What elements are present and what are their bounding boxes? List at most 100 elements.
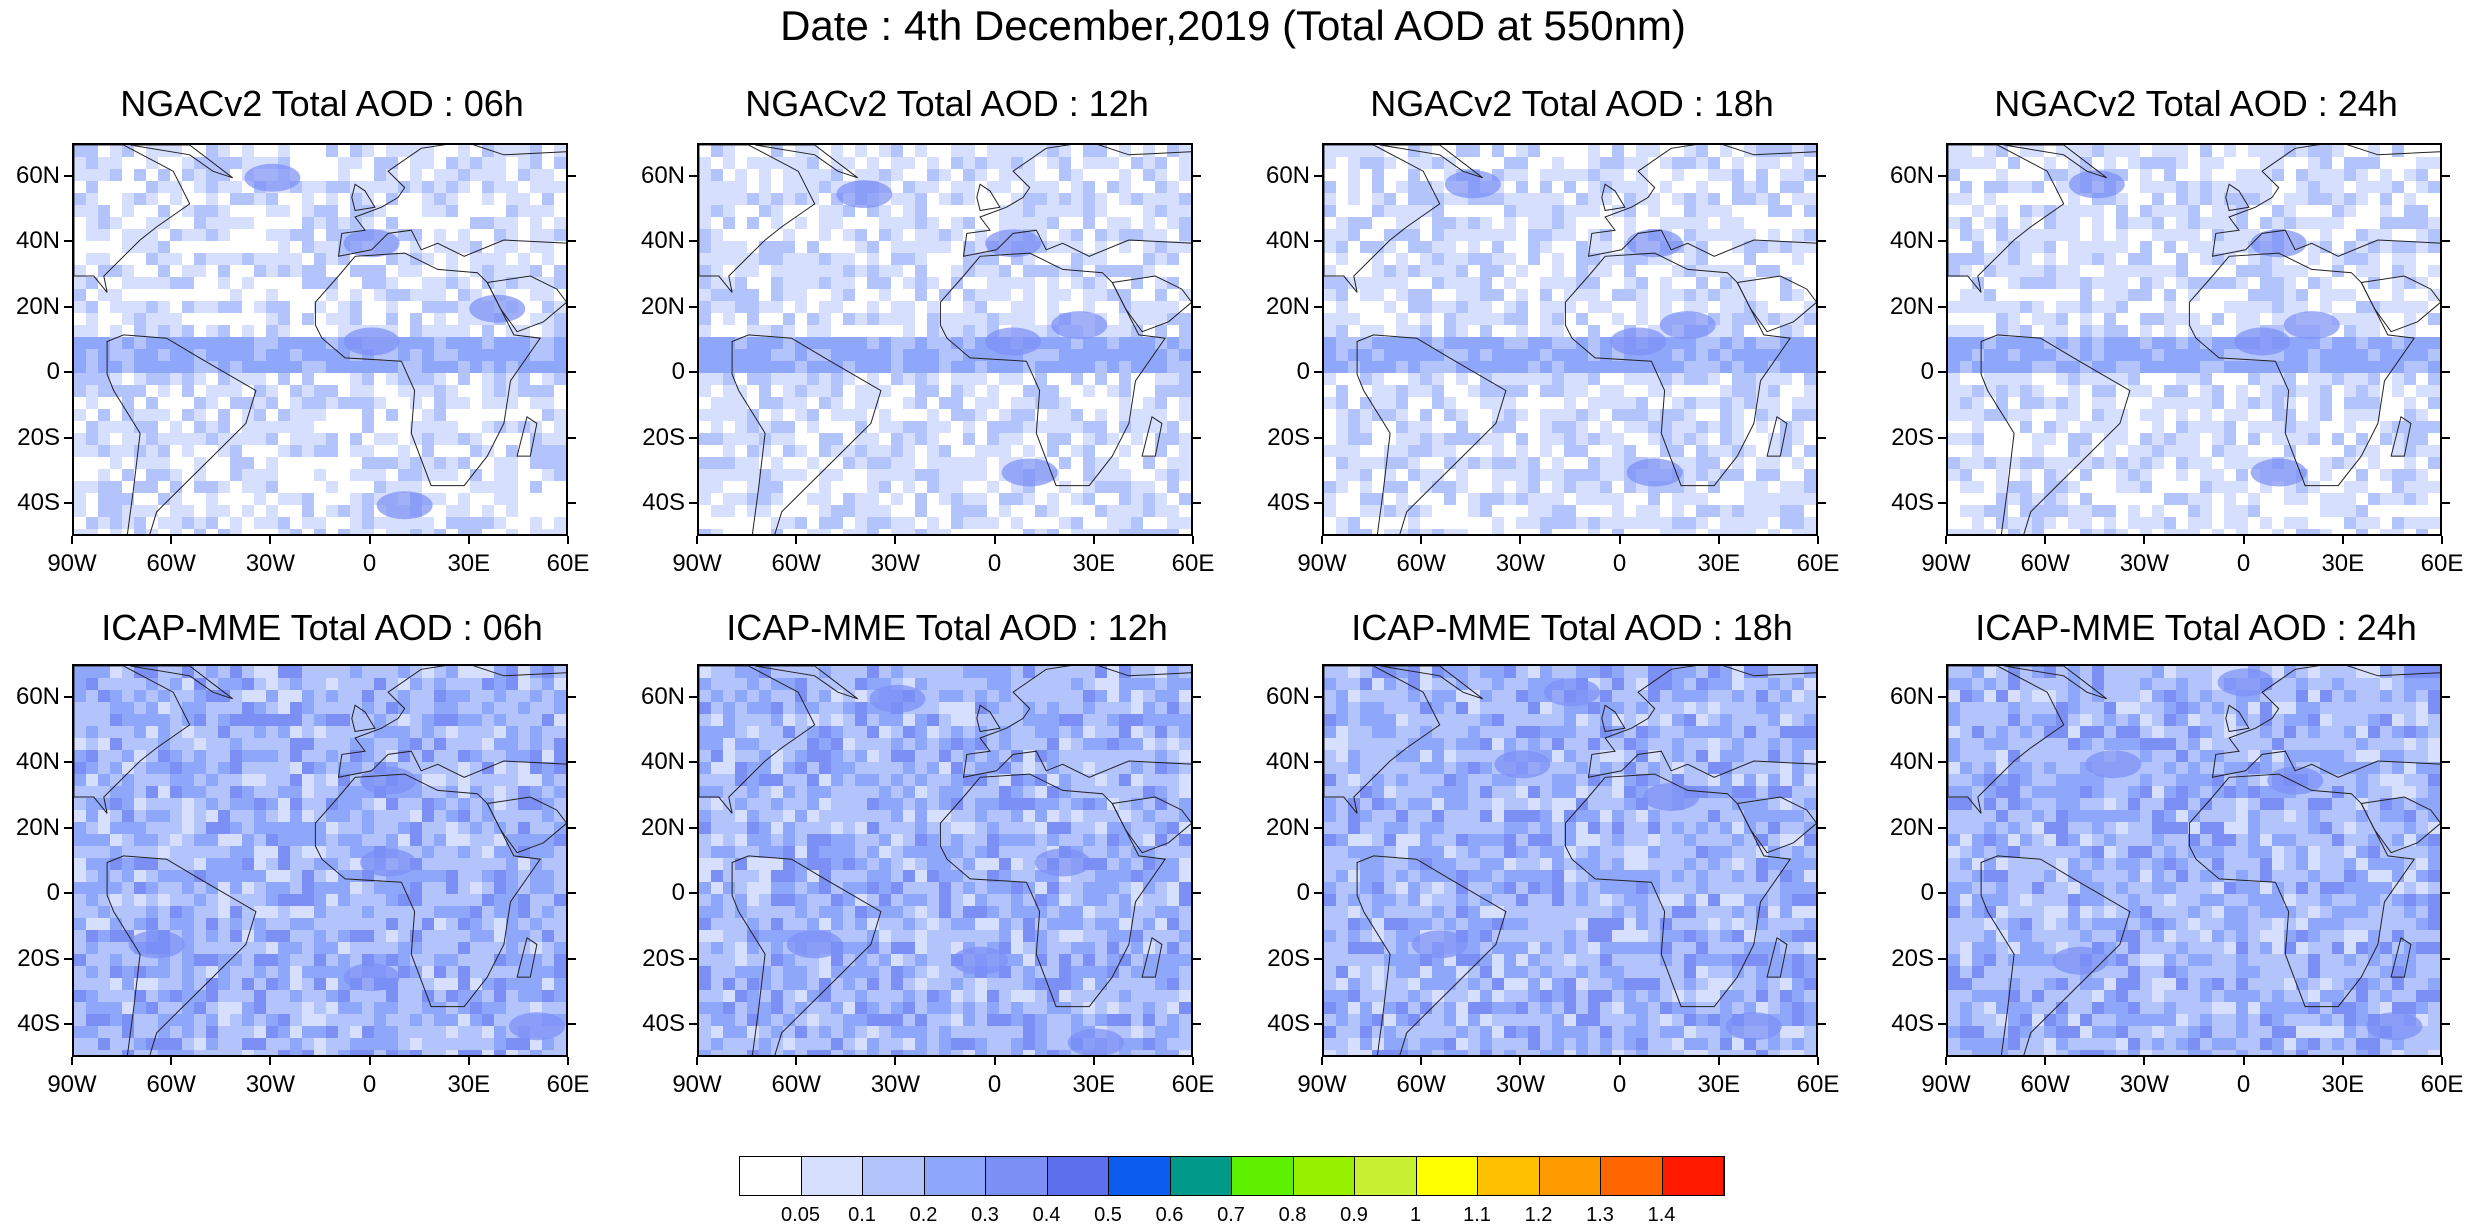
lat-tick-label: 40S bbox=[1250, 489, 1310, 517]
lat-tick bbox=[1314, 892, 1322, 894]
aod-map bbox=[72, 143, 568, 536]
lat-tick bbox=[1818, 175, 1826, 177]
lat-tick bbox=[1314, 437, 1322, 439]
lat-tick-label: 0 bbox=[0, 358, 60, 386]
lat-tick bbox=[689, 892, 697, 894]
lon-tick bbox=[1420, 536, 1422, 544]
lon-tick bbox=[2243, 1057, 2245, 1065]
lat-tick bbox=[689, 175, 697, 177]
lon-tick-label: 90W bbox=[1287, 550, 1357, 578]
lat-tick bbox=[1314, 371, 1322, 373]
lat-tick bbox=[689, 696, 697, 698]
lat-tick-label: 0 bbox=[1250, 879, 1310, 907]
lon-tick bbox=[894, 1057, 896, 1065]
lat-tick-label: 20S bbox=[0, 424, 60, 452]
lat-tick bbox=[1193, 696, 1201, 698]
colorbar-label: 1 bbox=[1391, 1204, 1441, 1227]
lon-tick bbox=[369, 1057, 371, 1065]
lat-tick-label: 0 bbox=[1874, 879, 1934, 907]
lon-tick bbox=[1817, 1057, 1819, 1065]
lon-tick-label: 90W bbox=[662, 550, 732, 578]
lon-tick bbox=[994, 536, 996, 544]
lon-tick bbox=[696, 536, 698, 544]
lat-tick bbox=[2442, 306, 2450, 308]
lat-tick bbox=[1818, 240, 1826, 242]
lon-tick bbox=[696, 1057, 698, 1065]
lon-tick bbox=[2143, 1057, 2145, 1065]
lat-tick bbox=[689, 371, 697, 373]
lon-tick bbox=[567, 1057, 569, 1065]
lat-tick-label: 20N bbox=[1250, 814, 1310, 842]
lat-tick-label: 0 bbox=[625, 879, 685, 907]
lat-tick bbox=[568, 371, 576, 373]
lon-tick-label: 60W bbox=[761, 1071, 831, 1099]
lat-tick-label: 0 bbox=[1874, 358, 1934, 386]
lat-tick-label: 20S bbox=[1874, 424, 1934, 452]
panel-title: ICAP-MME Total AOD : 06h bbox=[12, 607, 632, 649]
lat-tick bbox=[1938, 892, 1946, 894]
lon-tick-label: 0 bbox=[960, 550, 1030, 578]
aod-hotspot bbox=[869, 685, 925, 713]
aod-map bbox=[697, 664, 1193, 1057]
lat-tick bbox=[1938, 827, 1946, 829]
colorbar-label: 0.1 bbox=[837, 1204, 887, 1227]
lon-tick-label: 0 bbox=[2209, 550, 2279, 578]
lon-tick-label: 30W bbox=[2109, 550, 2179, 578]
lat-tick bbox=[689, 437, 697, 439]
lon-tick-label: 60W bbox=[1386, 550, 1456, 578]
aod-map-svg bbox=[1324, 666, 1818, 1057]
lat-tick-label: 40S bbox=[625, 489, 685, 517]
colorbar-label: 1.1 bbox=[1452, 1204, 1502, 1227]
lon-tick-label: 90W bbox=[662, 1071, 732, 1099]
aod-hotspot bbox=[469, 295, 525, 323]
lat-tick bbox=[1193, 240, 1201, 242]
colorbar-label: 1.4 bbox=[1637, 1204, 1687, 1227]
lon-tick bbox=[1519, 536, 1521, 544]
lon-tick-label: 30E bbox=[2308, 550, 2378, 578]
lon-tick-label: 30E bbox=[434, 550, 504, 578]
lat-tick-label: 40N bbox=[625, 227, 685, 255]
lat-tick-label: 40S bbox=[625, 1010, 685, 1038]
aod-hotspot bbox=[344, 963, 400, 991]
lat-tick-label: 40N bbox=[625, 748, 685, 776]
lat-tick bbox=[568, 827, 576, 829]
lon-tick bbox=[795, 536, 797, 544]
lon-tick bbox=[1718, 1057, 1720, 1065]
lat-tick-label: 40S bbox=[0, 489, 60, 517]
colorbar-label: 0.8 bbox=[1268, 1204, 1318, 1227]
lon-tick bbox=[994, 1057, 996, 1065]
aod-hotspot bbox=[1412, 930, 1468, 958]
lat-tick-label: 40N bbox=[1250, 227, 1310, 255]
lat-tick bbox=[1314, 827, 1322, 829]
colorbar-label: 1.3 bbox=[1575, 1204, 1625, 1227]
lat-tick bbox=[1314, 240, 1322, 242]
aod-hotspot bbox=[1660, 311, 1716, 339]
panel-title: NGACv2 Total AOD : 24h bbox=[1886, 83, 2466, 125]
aod-hotspot bbox=[1035, 849, 1091, 877]
lat-tick bbox=[2442, 240, 2450, 242]
lat-tick bbox=[1314, 502, 1322, 504]
lat-tick bbox=[1314, 175, 1322, 177]
lat-tick bbox=[64, 827, 72, 829]
lat-tick bbox=[1938, 761, 1946, 763]
aod-hotspot bbox=[1051, 311, 1107, 339]
aod-map bbox=[1946, 143, 2442, 536]
colorbar-box bbox=[1232, 1157, 1294, 1195]
lon-tick-label: 60W bbox=[136, 550, 206, 578]
lat-tick-label: 20N bbox=[1874, 814, 1934, 842]
lat-tick bbox=[2442, 175, 2450, 177]
lon-tick-label: 30E bbox=[1059, 550, 1129, 578]
lat-tick-label: 40N bbox=[1874, 227, 1934, 255]
aod-hotspot bbox=[244, 164, 300, 192]
lat-tick bbox=[568, 696, 576, 698]
lat-tick bbox=[1818, 696, 1826, 698]
aod-hotspot bbox=[360, 767, 416, 795]
lat-tick-label: 20N bbox=[625, 814, 685, 842]
lat-tick bbox=[1818, 827, 1826, 829]
lat-tick bbox=[1314, 958, 1322, 960]
aod-map-svg bbox=[1324, 145, 1818, 536]
lon-tick-label: 30E bbox=[1684, 1071, 1754, 1099]
panel-title: ICAP-MME Total AOD : 18h bbox=[1262, 607, 1882, 649]
panel-title: NGACv2 Total AOD : 06h bbox=[12, 83, 632, 125]
lon-tick bbox=[795, 1057, 797, 1065]
